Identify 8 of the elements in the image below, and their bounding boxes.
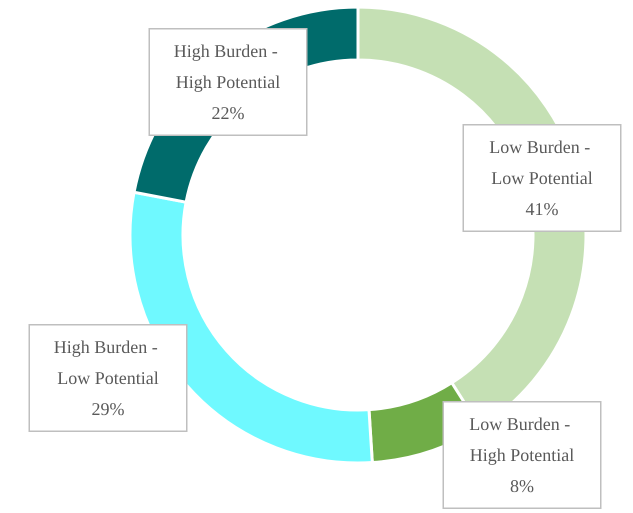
data-label: 29% [92, 399, 124, 419]
data-label: 41% [526, 199, 558, 219]
slice-label: High Burden - Low Potential [54, 337, 162, 388]
slice-label: High Burden - High Potential [174, 41, 282, 92]
slice-label: Low Burden - Low Potential [489, 137, 595, 188]
slice-label: Low Burden - High Potential [469, 414, 575, 465]
data-label: 8% [510, 476, 534, 496]
data-label: 22% [212, 103, 244, 123]
